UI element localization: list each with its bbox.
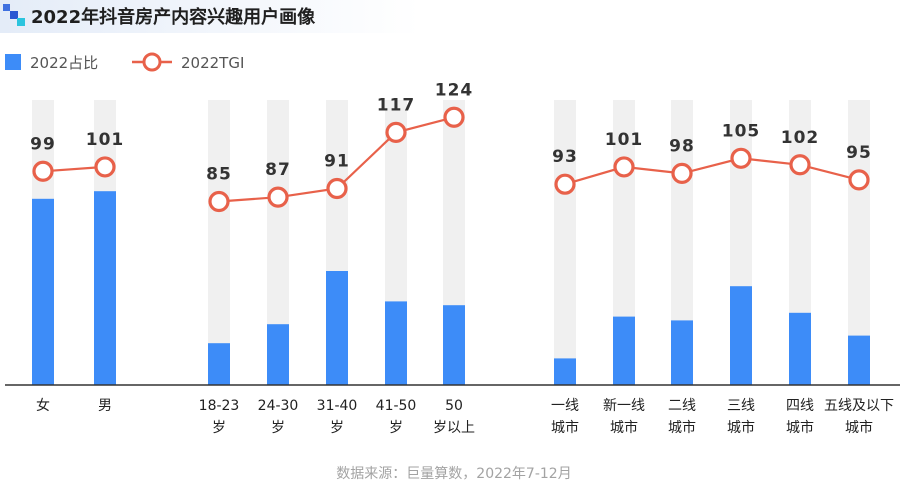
category-label: 41-50 岁 [376, 398, 417, 436]
share-bar [613, 316, 635, 385]
tgi-point [613, 156, 635, 178]
header: 2022年抖音房产内容兴趣用户画像 [0, 0, 420, 33]
tgi-value-label: 95 [846, 143, 872, 163]
share-bar [671, 320, 693, 385]
tgi-point [32, 160, 54, 182]
category-label-line: 男 [98, 398, 112, 414]
tgi-point [94, 156, 116, 178]
share-bar [554, 358, 576, 385]
category-label-line: 24-30 [258, 398, 299, 414]
tgi-value-label: 102 [781, 128, 820, 148]
category-label-line: 新一线 [603, 398, 645, 414]
category-label-line: 城市 [727, 419, 755, 436]
category-label: 一线城市 [551, 398, 579, 436]
category-label-line: 五线及以下 [824, 398, 894, 414]
plot-area: 女男 18-23 岁24-30 岁31-40 岁41-50 岁50 岁以上一线城市新一线城市… [30, 80, 894, 436]
tgi-value-label: 87 [265, 160, 291, 180]
data-source: 数据来源：巨量算数，2022年7-12月 [336, 466, 571, 482]
category-label: 三线城市 [727, 398, 755, 436]
tgi-point [326, 177, 348, 200]
category-label: 50 岁以上 [433, 398, 475, 436]
category-label-line: 31-40 [317, 398, 358, 414]
category-label: 31-40 岁 [317, 398, 358, 436]
category-label-line: 四线 [786, 398, 814, 414]
category-label-line: 50 [445, 398, 463, 414]
legend-item-share: 2022占比 [5, 54, 98, 72]
tgi-point [385, 121, 407, 143]
bar-track [267, 100, 289, 385]
legend-marker-swatch [142, 52, 162, 72]
category-label-line: 三线 [727, 398, 755, 414]
tgi-point [443, 106, 465, 128]
tgi-point [671, 162, 693, 185]
legend-share-label: 2022占比 [30, 54, 98, 72]
tgi-value-label: 101 [605, 130, 644, 150]
tgi-value-label: 124 [435, 80, 474, 100]
tgi-point [848, 169, 870, 191]
category-label-line: 一线 [551, 398, 579, 414]
tgi-markers [32, 106, 870, 213]
category-label-line: 城市 [668, 419, 696, 436]
share-bar [789, 312, 811, 385]
category-label-line: 女 [36, 397, 50, 414]
category-label-line: 岁 [389, 420, 403, 436]
legend-item-tgi: 2022TGI [132, 52, 244, 72]
category-label-line: 城市 [610, 419, 638, 436]
tgi-value-label: 105 [722, 121, 761, 141]
title-background [0, 0, 420, 33]
tgi-point [789, 154, 811, 176]
tgi-point [208, 190, 230, 213]
chart-title: 2022年抖音房产内容兴趣用户画像 [31, 6, 316, 28]
tgi-value-label: 98 [669, 136, 695, 156]
category-label: 四线城市 [786, 398, 814, 436]
category-label-line: 41-50 [376, 398, 417, 414]
category-label: 24-30 岁 [258, 398, 299, 436]
share-bar [94, 191, 116, 385]
category-label-line: 岁 [212, 420, 226, 436]
share-bar [385, 301, 407, 385]
category-label: 女 [36, 397, 50, 414]
tgi-value-label: 99 [30, 134, 56, 154]
category-label-line: 岁 [330, 420, 344, 436]
category-label-line: 岁 [271, 420, 285, 436]
category-label: 新一线城市 [603, 398, 645, 436]
share-bar [32, 198, 54, 385]
share-bar [267, 324, 289, 385]
category-label-line: 城市 [845, 419, 873, 436]
category-label-line: 城市 [786, 419, 814, 436]
share-bar [208, 343, 230, 385]
legend: 2022占比 2022TGI [5, 52, 244, 72]
tgi-point [554, 173, 576, 195]
bar-track [554, 100, 576, 385]
tgi-value-labels: 99 101 85 87 91 117 124 93 101 98 105 102 95 [30, 80, 872, 184]
tgi-value-label: 85 [206, 164, 232, 184]
tgi-value-label: 117 [377, 95, 416, 115]
category-label-line: 18-23 [199, 398, 240, 414]
tgi-point [267, 186, 289, 208]
share-bars [32, 191, 870, 385]
bar-track [208, 100, 230, 385]
share-bar [326, 271, 348, 385]
category-label-line: 城市 [551, 419, 579, 436]
share-bar [730, 286, 752, 385]
legend-tgi-label: 2022TGI [181, 54, 244, 72]
category-label: 二线城市 [668, 398, 696, 436]
tgi-value-label: 101 [86, 130, 125, 150]
tgi-series-line [564, 157, 860, 186]
category-label: 五线及以下城市 [824, 398, 894, 436]
category-label: 18-23 岁 [199, 398, 240, 436]
category-labels: 女男 18-23 岁24-30 岁31-40 岁41-50 岁50 岁以上一线城市新一线城市… [36, 397, 894, 436]
tgi-value-label: 93 [552, 147, 578, 167]
tgi-value-label: 91 [324, 152, 350, 172]
title-logo-icon [3, 4, 25, 26]
category-label-line: 二线 [668, 398, 696, 414]
legend-bar-swatch [5, 54, 21, 70]
share-bar [443, 305, 465, 385]
tgi-point [730, 147, 752, 169]
share-bar [848, 335, 870, 385]
category-label-line: 岁以上 [433, 420, 475, 436]
category-label: 男 [98, 398, 112, 414]
